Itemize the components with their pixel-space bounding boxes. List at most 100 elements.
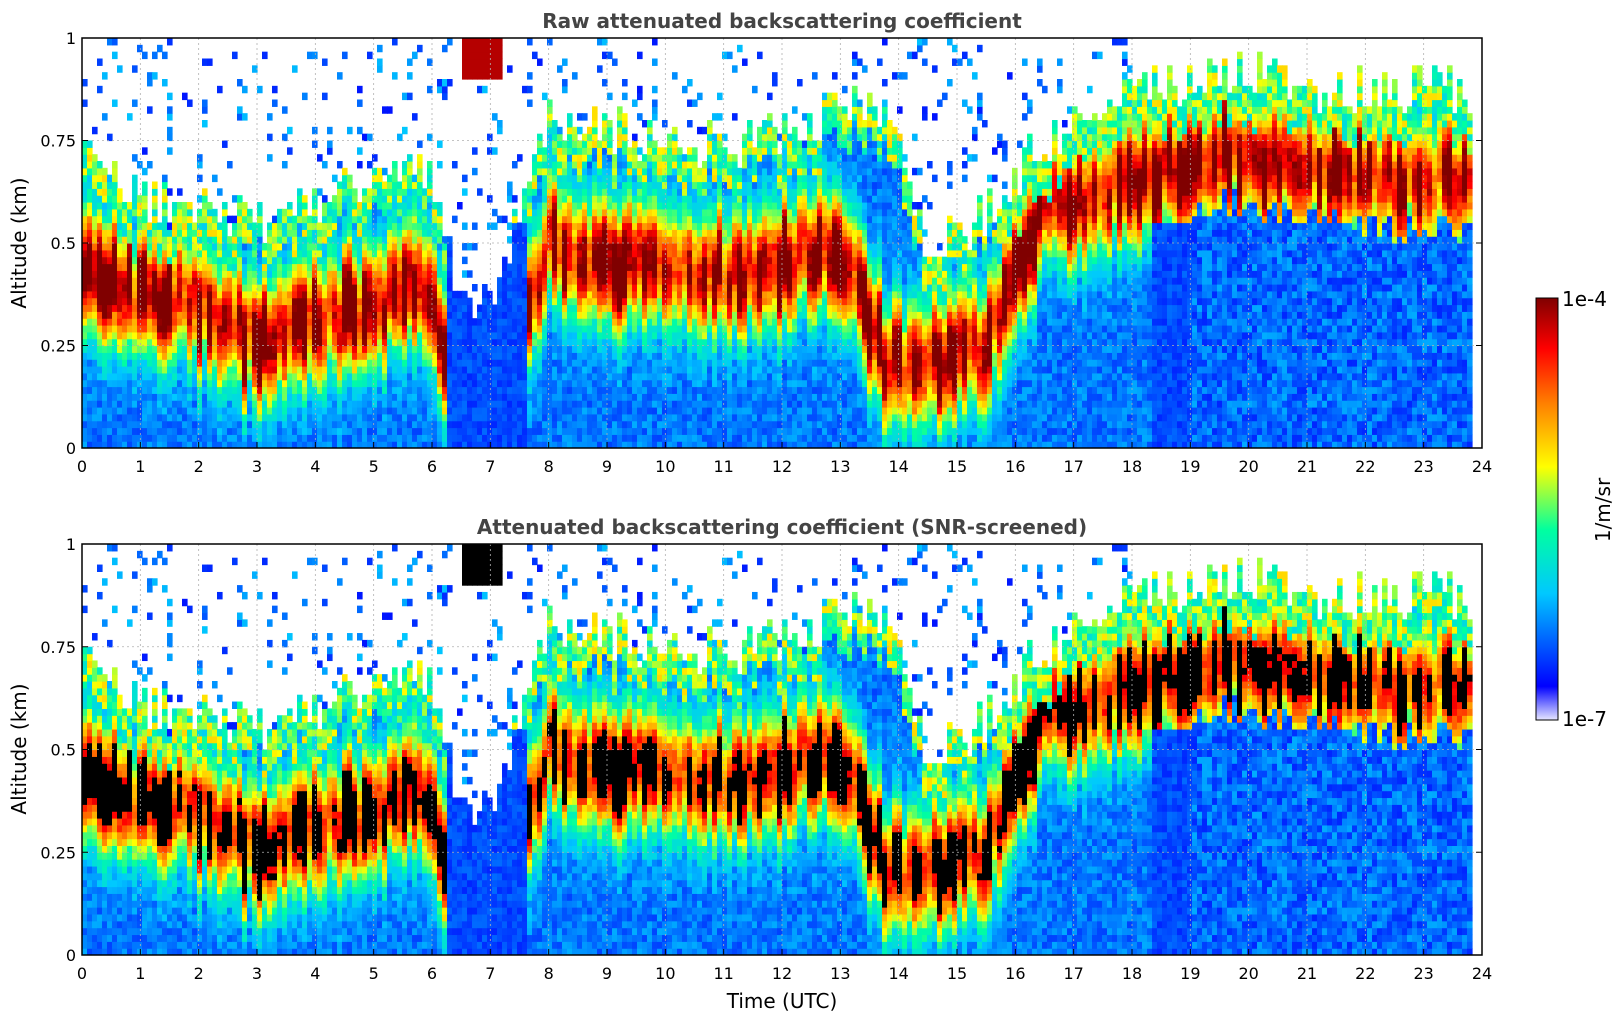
panel-raw-cell	[517, 366, 523, 374]
panel-raw-cell	[277, 338, 283, 347]
panel-raw-cell	[147, 434, 153, 442]
panel-raw-cell	[437, 372, 443, 381]
panel-raw-cell	[102, 277, 108, 285]
panel-raw-cell	[92, 434, 98, 442]
panel-raw-cell	[132, 372, 138, 381]
panel-raw-cell	[237, 113, 243, 121]
panel-raw-cell	[352, 427, 358, 435]
panel-raw-cell	[402, 345, 408, 353]
panel-raw-cell	[412, 297, 418, 306]
panel-raw-cell	[167, 236, 173, 244]
panel-raw-cell	[517, 427, 523, 435]
panel-raw-cell	[312, 202, 318, 210]
panel-raw-cell	[182, 372, 188, 381]
panel-raw-cell	[682, 372, 688, 381]
panel-raw-cell	[172, 263, 178, 271]
panel-raw-cell	[82, 167, 88, 176]
panel-raw-cell	[537, 181, 543, 189]
panel-raw-cell	[452, 366, 458, 374]
panel-raw-cell	[462, 413, 468, 422]
panel-raw-cell	[267, 270, 273, 278]
panel-raw-cell	[92, 366, 98, 374]
panel-raw-cell	[152, 331, 158, 340]
panel-raw-cell	[592, 318, 598, 326]
panel-raw-cell	[97, 85, 103, 94]
panel-raw-cell	[437, 284, 443, 292]
panel-raw-cell	[602, 167, 608, 176]
panel-raw-cell	[507, 345, 513, 353]
panel-raw-cell	[477, 72, 483, 80]
panel-raw-cell	[287, 325, 293, 333]
panel-raw-cell	[297, 304, 303, 312]
panel-raw-cell	[477, 427, 483, 435]
panel-raw-cell	[132, 174, 138, 183]
panel-raw-cell	[622, 379, 628, 388]
panel-raw-cell	[482, 441, 488, 448]
panel-raw-cell	[602, 325, 608, 333]
panel-raw-cell	[402, 277, 408, 285]
panel-raw-cell	[427, 338, 433, 347]
panel-raw-cell	[137, 400, 143, 408]
panel-raw-cell	[477, 407, 483, 415]
panel-raw-cell	[162, 318, 168, 326]
panel-raw-cell	[627, 407, 633, 415]
panel-raw-cell	[627, 229, 633, 237]
panel-raw-cell	[497, 400, 503, 408]
panel-raw-cell	[697, 413, 703, 422]
panel-raw-cell	[172, 400, 178, 408]
panel-raw-cell	[582, 229, 588, 237]
panel-raw-cell	[647, 393, 653, 401]
panel-raw-cell	[442, 85, 448, 94]
panel-raw-cell	[137, 222, 143, 230]
panel-raw-cell	[222, 311, 228, 319]
panel-raw-cell	[572, 297, 578, 306]
panel-raw-cell	[392, 256, 398, 265]
panel-raw-cell	[687, 195, 693, 203]
panel-raw-cell	[412, 222, 418, 230]
panel-raw-cell	[362, 284, 368, 292]
panel-raw-cell	[537, 263, 543, 271]
panel-raw-cell	[572, 263, 578, 271]
panel-raw-cell	[222, 427, 228, 435]
panel-raw-cell	[642, 372, 648, 381]
panel-raw-cell	[672, 147, 678, 155]
panel-raw-cell	[297, 195, 303, 203]
panel-raw-cell	[447, 236, 453, 244]
panel-raw-cell	[567, 270, 573, 278]
panel-raw-cell	[462, 420, 468, 429]
panel-raw-cell	[592, 386, 598, 394]
panel-raw-cell	[427, 393, 433, 401]
panel-raw-cell	[252, 352, 258, 360]
panel-raw-cell	[547, 154, 553, 162]
panel-raw-cell	[272, 413, 278, 422]
panel-raw-cell	[432, 243, 438, 251]
panel-raw-cell	[142, 379, 148, 388]
panel-raw-cell	[687, 167, 693, 176]
panel-raw-cell	[112, 243, 118, 251]
panel-raw-cell	[162, 208, 168, 217]
panel-raw-cell	[362, 338, 368, 347]
panel-raw-cell	[622, 208, 628, 217]
panel-raw-cell	[132, 243, 138, 251]
panel-raw-cell	[452, 359, 458, 367]
panel-raw-cell	[597, 297, 603, 306]
panel-raw-cell	[102, 284, 108, 292]
panel-raw-cell	[307, 393, 313, 401]
panel-raw-cell	[602, 318, 608, 326]
panel-raw-cell	[122, 229, 128, 237]
panel-raw-cell	[657, 202, 663, 210]
panel-raw-cell	[597, 243, 603, 251]
panel-raw-cell	[307, 277, 313, 285]
panel-raw-cell	[257, 215, 263, 224]
panel-raw-cell	[347, 372, 353, 381]
panel-raw-cell	[402, 161, 408, 169]
panel-raw-cell	[547, 174, 553, 183]
panel-raw-cell	[582, 140, 588, 148]
panel-raw-cell	[477, 379, 483, 388]
panel-raw-cell	[517, 331, 523, 340]
panel-raw-cell	[677, 195, 683, 203]
panel-raw-cell	[682, 304, 688, 312]
panel-raw-cell	[422, 202, 428, 210]
panel-raw-cell	[352, 434, 358, 442]
panel-raw-cell	[112, 208, 118, 217]
